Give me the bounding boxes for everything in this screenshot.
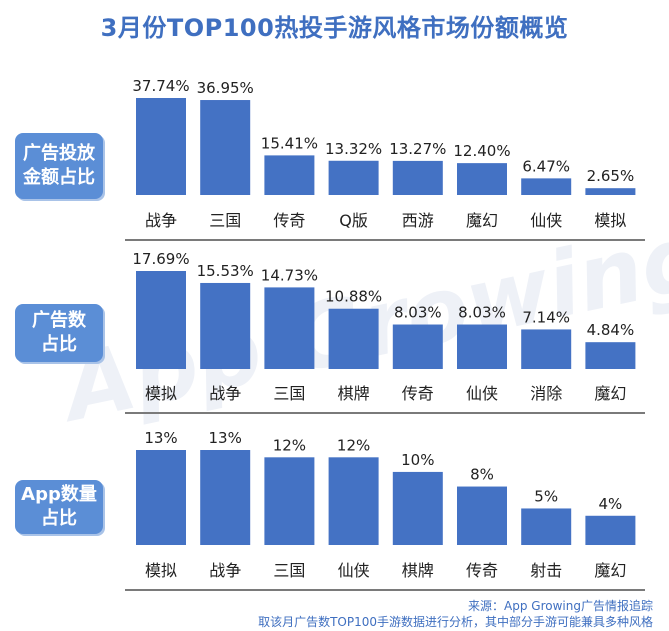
bar [264,155,315,195]
data-label: 13.27% [389,140,446,158]
data-label: 4.84% [587,321,635,339]
category-label: 三国 [209,211,241,230]
data-label: 2.65% [587,167,635,185]
bar [200,450,251,545]
category-label: 战争 [209,561,241,580]
data-label: 4% [599,495,623,513]
bar [521,178,572,195]
bar [328,308,379,369]
category-label: 西游 [402,211,434,230]
analysis-note: 取该月广告数TOP100手游数据进行分析，其中部分手游可能兼具多种风格 [258,615,653,629]
category-label: 魔幻 [594,561,626,580]
category-label: 射击 [530,561,562,580]
bar [585,342,636,369]
bar [521,329,572,369]
data-label: 12% [273,436,306,454]
bar [136,98,186,195]
data-label: 10% [401,451,434,469]
bar [392,160,443,195]
data-label: 7.14% [522,308,570,326]
data-label: 6.47% [522,157,570,175]
panel-label-ad-count: 广告数 占比 [15,304,103,362]
data-label: 8.03% [394,304,442,322]
category-label: 仙侠 [338,561,370,580]
category-label: 三国 [273,561,305,580]
category-label: 魔幻 [594,384,626,403]
data-label: 13.32% [325,140,382,158]
bar [264,287,315,369]
data-label: 13% [144,429,177,447]
category-label: 仙侠 [530,211,562,230]
category-label: 战争 [145,211,177,230]
category-label: 战争 [209,384,241,403]
category-label: 棋牌 [338,384,370,403]
bar [457,163,507,195]
data-label: 37.74% [132,77,189,95]
category-label: 模拟 [145,384,177,403]
bar [200,100,251,195]
bar [392,324,443,369]
category-label: 消除 [530,384,562,403]
data-label: 8.03% [458,304,506,322]
data-label: 15.53% [197,262,254,280]
bar [457,486,507,545]
bar [328,457,379,545]
bar [392,471,443,545]
page-title: 3月份TOP100热投手游风格市场份额概览 [100,14,569,42]
data-label: 8% [470,466,494,484]
panel-divider-2 [125,412,645,414]
data-label: 12.40% [453,142,510,160]
bar [585,515,636,545]
source-note: 来源：App Growing广告情报追踪 [468,599,653,613]
category-label: 模拟 [145,561,177,580]
data-label: 12% [337,436,370,454]
panel-label-ad-spend: 广告投放 金额占比 [15,133,103,199]
data-label: 10.88% [325,288,382,306]
bar [328,160,379,195]
bar [585,188,636,195]
bar [200,282,251,369]
panel-label-app-count: App数量 占比 [15,480,103,534]
category-label: 传奇 [273,211,305,230]
bar [264,457,315,545]
data-label: 14.73% [261,266,318,284]
panel-divider-3 [125,589,645,591]
category-label: 模拟 [594,211,626,230]
bar [521,508,572,545]
category-label: 三国 [273,384,305,403]
category-label: 棋牌 [402,561,434,580]
bar [136,271,186,369]
bar [457,324,507,369]
category-label: Q版 [339,211,368,230]
data-label: 17.69% [132,250,189,268]
data-label: 13% [209,429,242,447]
category-label: 传奇 [466,561,498,580]
data-label: 36.95% [197,79,254,97]
category-label: 仙侠 [466,384,498,403]
bar [136,450,186,545]
category-label: 传奇 [402,384,434,403]
panel-divider-1 [125,239,645,241]
data-label: 5% [534,487,558,505]
category-label: 魔幻 [466,211,498,230]
data-label: 15.41% [261,134,318,152]
